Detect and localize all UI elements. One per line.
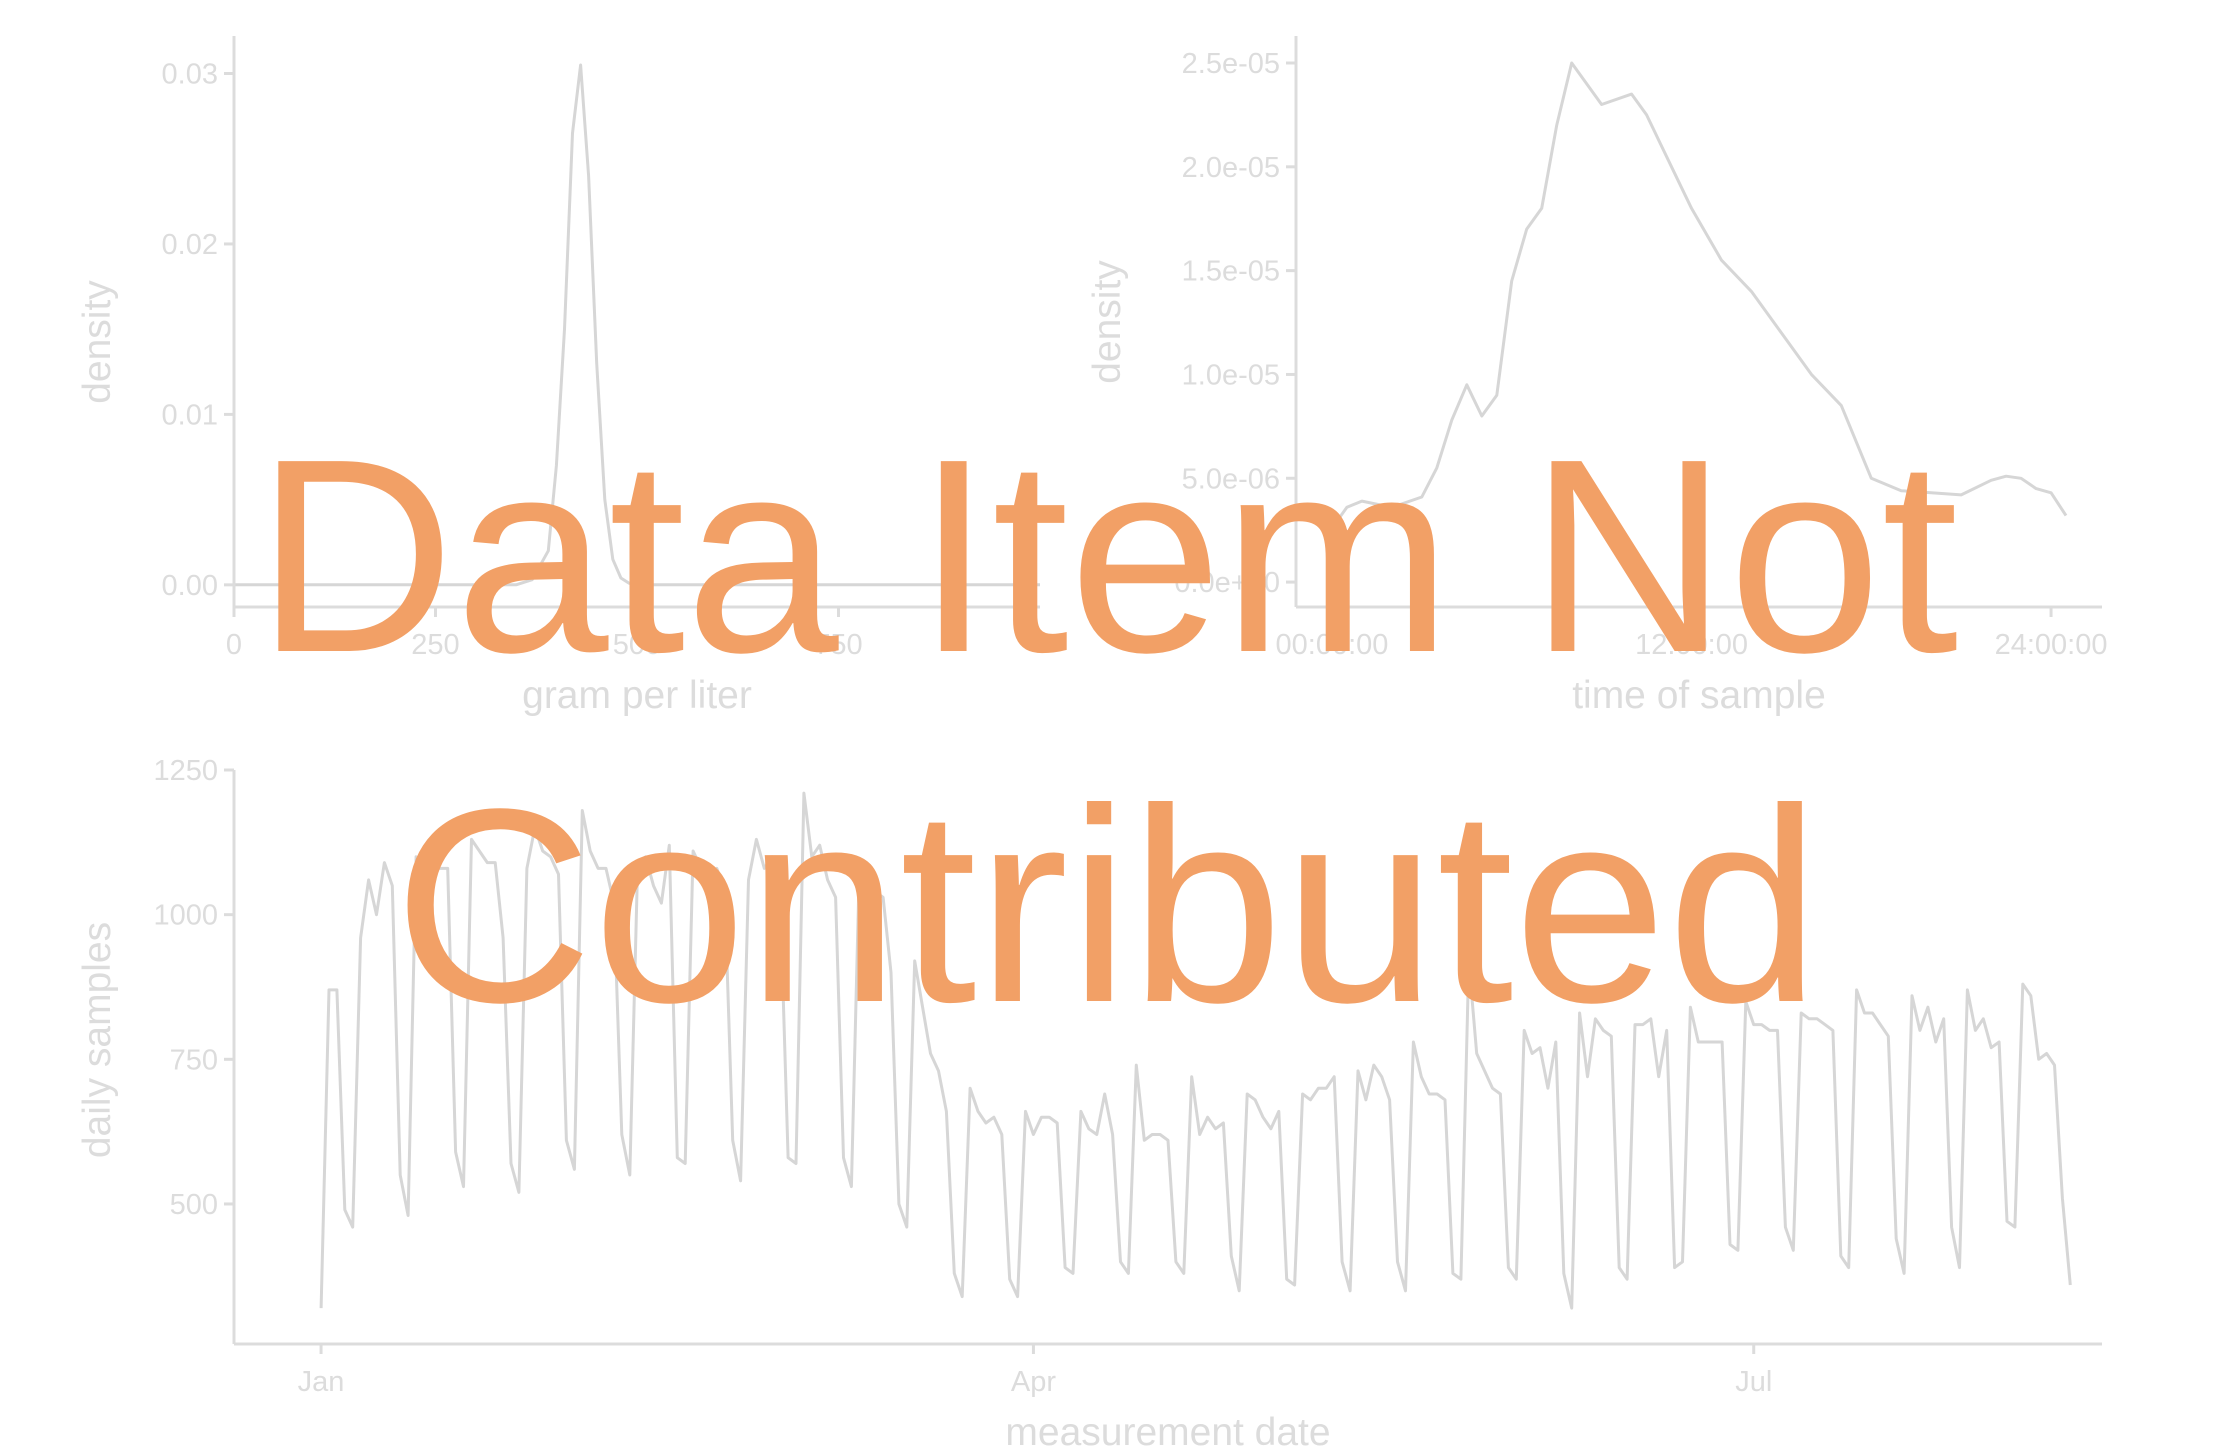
x-tick-label: Apr [1011,1366,1056,1398]
series-line [1330,61,2068,529]
panel-daily-samples: 500 750 1000 1250 Jan Apr Jul measurement date… [76,755,2102,1454]
series-line [234,63,1040,587]
y-tick-label: 1.0e-05 [1182,359,1280,391]
x-axis-title: measurement date [1005,1411,1330,1454]
y-tick-label: 1.5e-05 [1182,256,1280,288]
x-tick-label: 24:00:00 [1995,629,2108,661]
x-tick-label: 500 [613,629,661,661]
y-tick-label: 0.03 [162,58,218,90]
y-tick-label: 750 [170,1044,218,1076]
y-tick-label: 0.00 [162,570,218,602]
x-tick-label: 0 [226,629,242,661]
y-tick-label: 2.5e-05 [1182,48,1280,80]
y-tick-label: 1000 [153,900,218,932]
y-tick-label: 5.0e-06 [1182,463,1280,495]
x-tick-label: 00:00:00 [1276,629,1389,661]
y-tick-label: 500 [170,1189,218,1221]
y-tick-label: 0.01 [162,399,218,431]
x-tick-label: Jan [298,1366,345,1398]
x-axis-title: gram per liter [522,674,752,717]
x-tick-label: 12:00:00 [1635,629,1748,661]
y-tick-label: 0.0e+00 [1174,567,1280,599]
y-axis-title: density [76,280,119,404]
y-tick-label: 1250 [153,755,218,787]
panel-concentration-density: 0.00 0.01 0.02 0.03 0 250 500 750 gram per lite… [76,36,1040,717]
y-tick-label: 0.02 [162,229,218,261]
x-tick-label: 250 [411,629,459,661]
x-tick-label: 750 [814,629,862,661]
series-line [319,791,2072,1310]
y-axis-title: density [1086,260,1129,384]
panel-time-density: 0.0e+00 5.0e-06 1.0e-05 1.5e-05 2.0e-05 2.5e-… [1086,36,2108,717]
x-tick-label: Jul [1735,1366,1772,1398]
y-tick-label: 2.0e-05 [1182,152,1280,184]
x-axis-title: time of sample [1572,674,1826,717]
y-axis-title: daily samples [76,922,119,1158]
